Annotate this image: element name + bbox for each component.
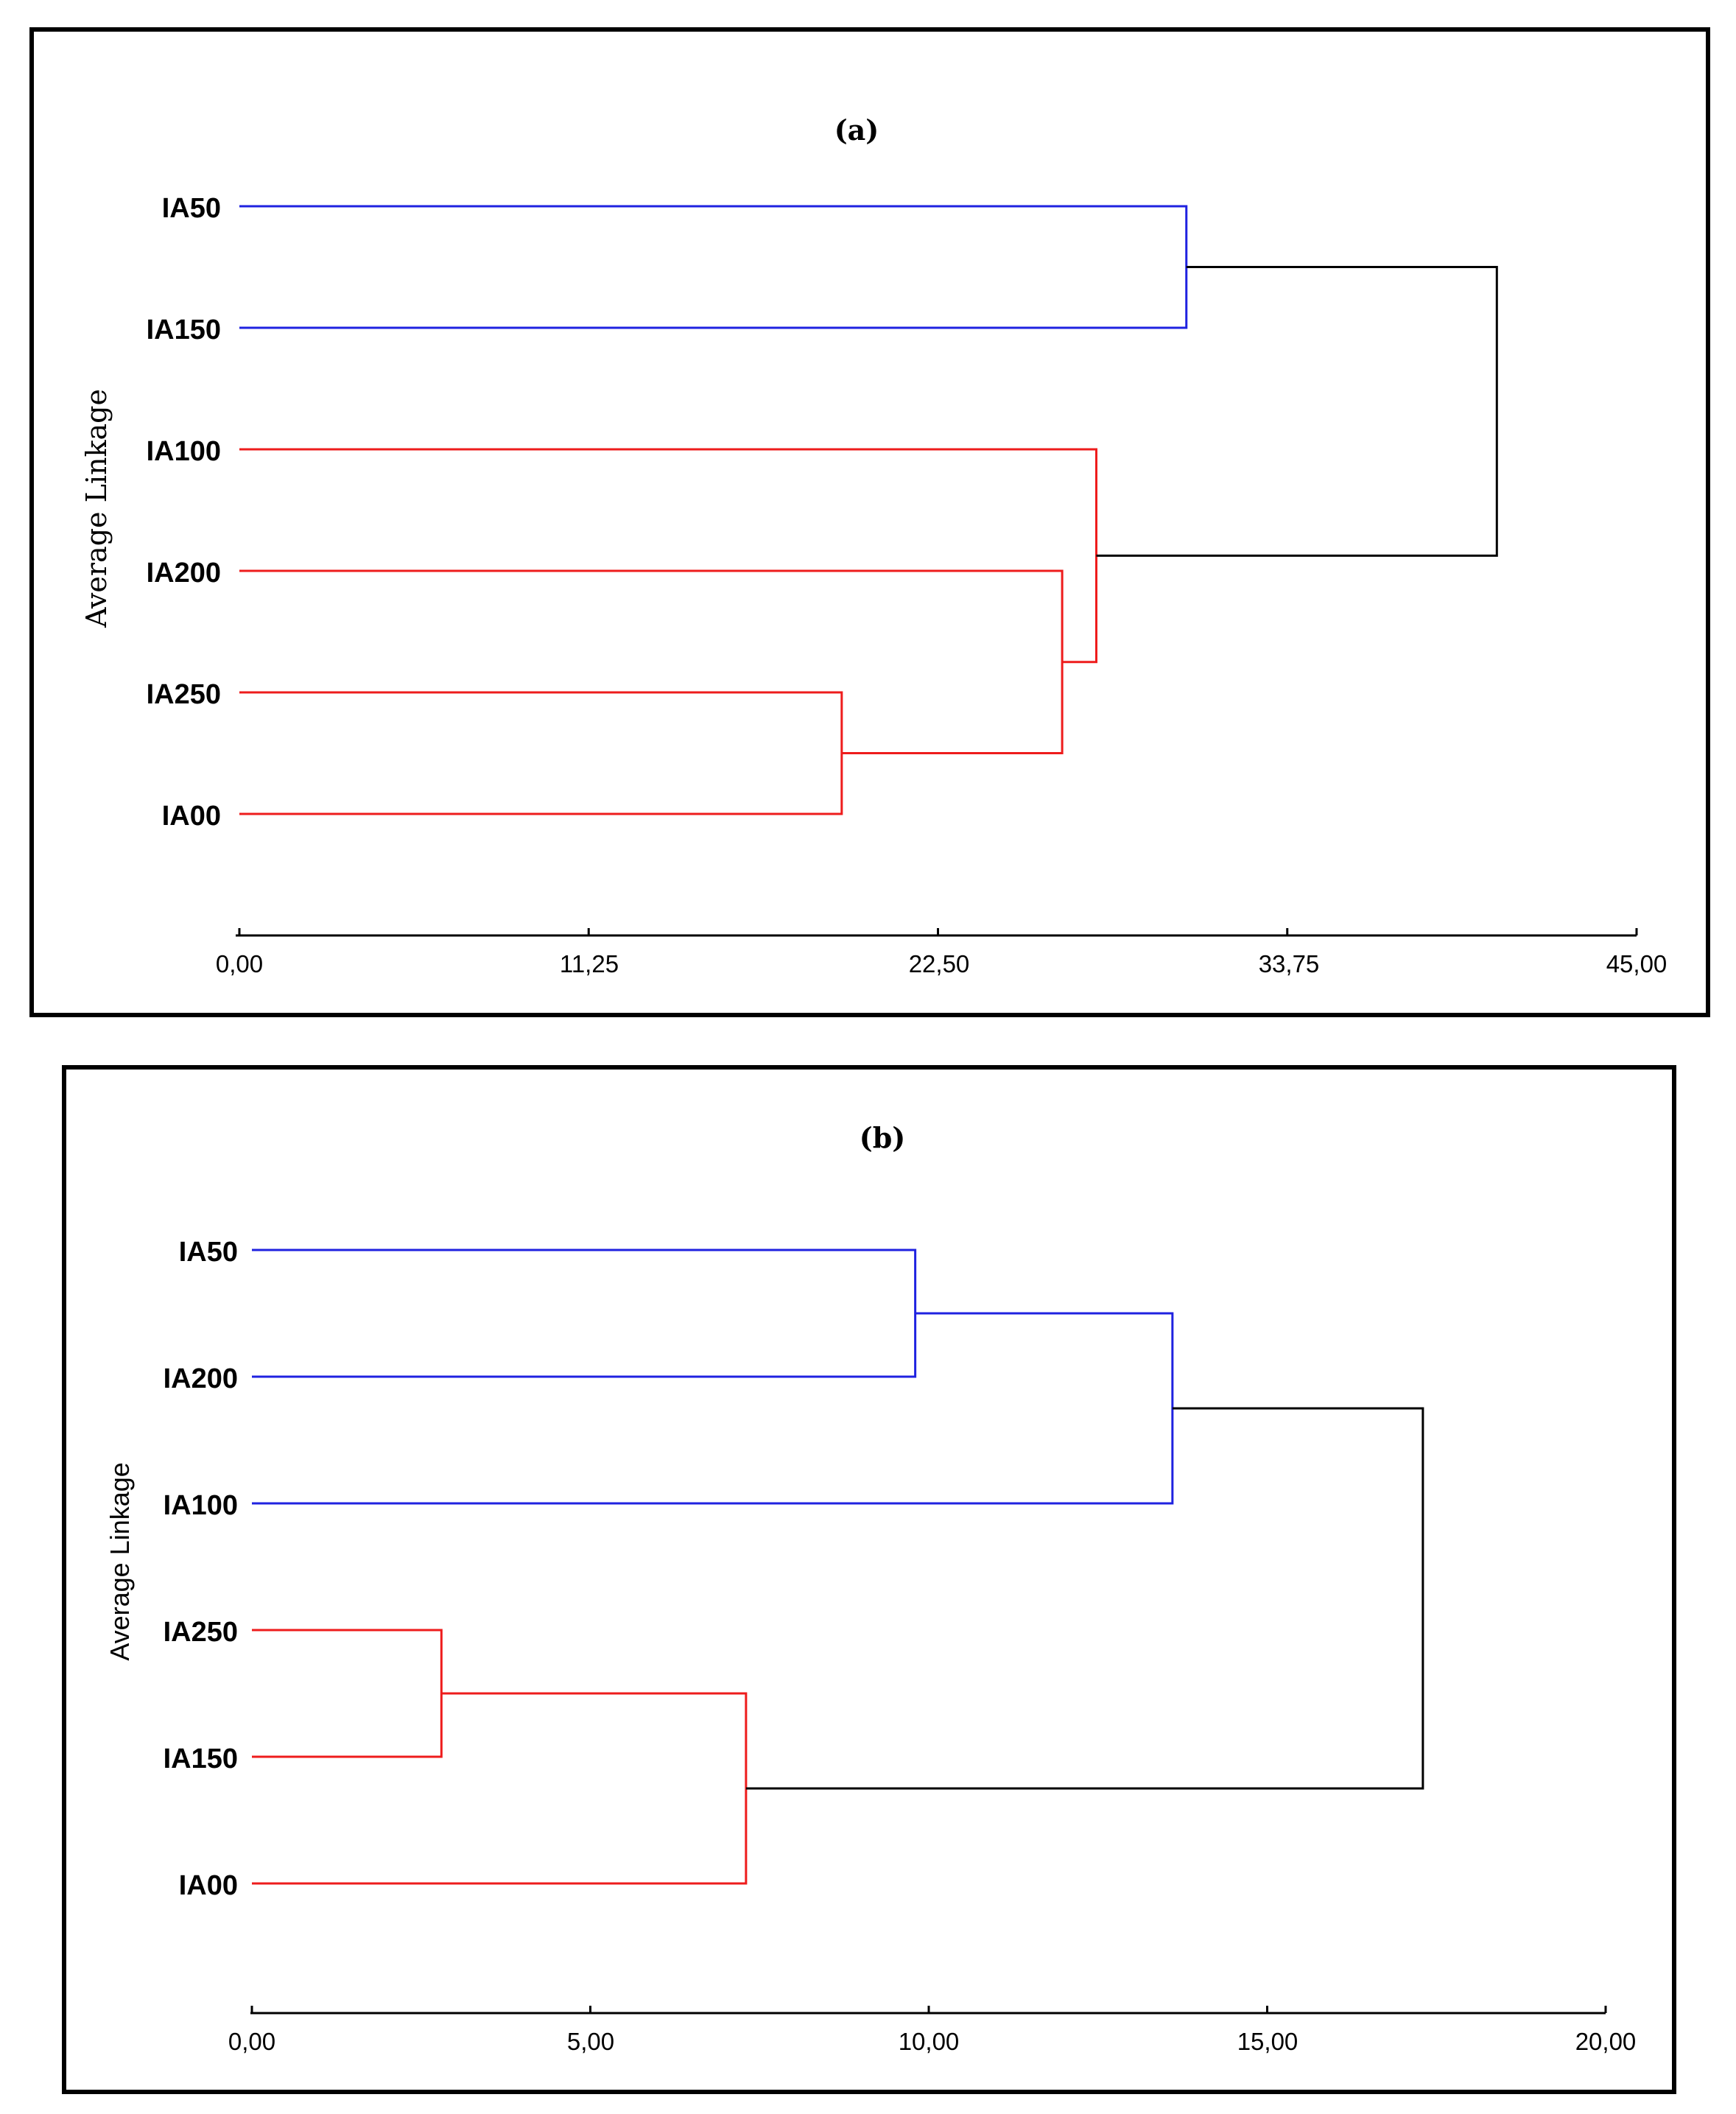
panel-a-ticks: [238, 928, 1638, 935]
dendrogram-link: [1096, 266, 1498, 557]
panel-a-ylabel: Average Linkage: [80, 389, 113, 628]
panel-a-links: [239, 205, 1498, 815]
leaf-label: IA50: [162, 193, 221, 224]
panel-b-frame: [62, 1065, 1676, 2094]
leaf-label: IA250: [164, 1617, 238, 1648]
leaf-label: IA100: [147, 436, 221, 467]
panel-a-frame: [29, 27, 1710, 1017]
dendrogram-link: [239, 569, 1064, 754]
tick-label: 45,00: [1606, 950, 1668, 977]
leaf-label: IA100: [164, 1490, 238, 1521]
dendrogram-link: [239, 448, 1097, 664]
leaf-label: IA00: [179, 1870, 238, 1901]
tick-label: 15,00: [1237, 2028, 1299, 2055]
leaf-label: IA250: [147, 679, 221, 710]
panel-b-leaf-labels: IA50 IA200 IA100 IA250 IA150 IA00: [164, 1237, 238, 1901]
tick-label: 20,00: [1575, 2028, 1637, 2055]
tick-label: 0,00: [216, 950, 263, 977]
panel-b-ylabel: Average Linkage: [105, 1462, 135, 1661]
panel-a-leaf-labels: IA50 IA150 IA100 IA200 IA250 IA00: [147, 193, 221, 832]
leaf-label: IA150: [147, 315, 221, 345]
leaf-label: IA00: [162, 801, 221, 832]
tick-label: 0,00: [228, 2028, 275, 2055]
dendrogram-link: [745, 1407, 1424, 1790]
leaf-label: IA200: [147, 558, 221, 589]
panel-b-links: [252, 1249, 1424, 1885]
tick-label: 33,75: [1259, 950, 1320, 977]
tick-label: 11,25: [560, 950, 619, 977]
tick-label: 10,00: [899, 2028, 960, 2055]
leaf-label: IA50: [179, 1237, 238, 1268]
panel-a: (a) Average Linkage IA50 IA150 IA100 IA2…: [29, 27, 1710, 1017]
panel-b-ticks: [250, 2006, 1607, 2013]
tick-label: 5,00: [567, 2028, 614, 2055]
panel-a-title: (a): [834, 113, 879, 147]
panel-b: (b) Average Linkage IA50 IA200 IA100 IA2…: [62, 1065, 1676, 2094]
panel-a-tick-labels: 0,00 11,25 22,50 33,75 45,00: [216, 950, 1667, 977]
tick-label: 22,50: [909, 950, 970, 977]
leaf-label: IA150: [164, 1743, 238, 1774]
leaf-label: IA200: [164, 1363, 238, 1394]
dendrogram-link: [239, 205, 1188, 329]
panel-b-title: (b): [860, 1121, 906, 1154]
panel-b-tick-labels: 0,00 5,00 10,00 15,00 20,00: [228, 2028, 1636, 2055]
